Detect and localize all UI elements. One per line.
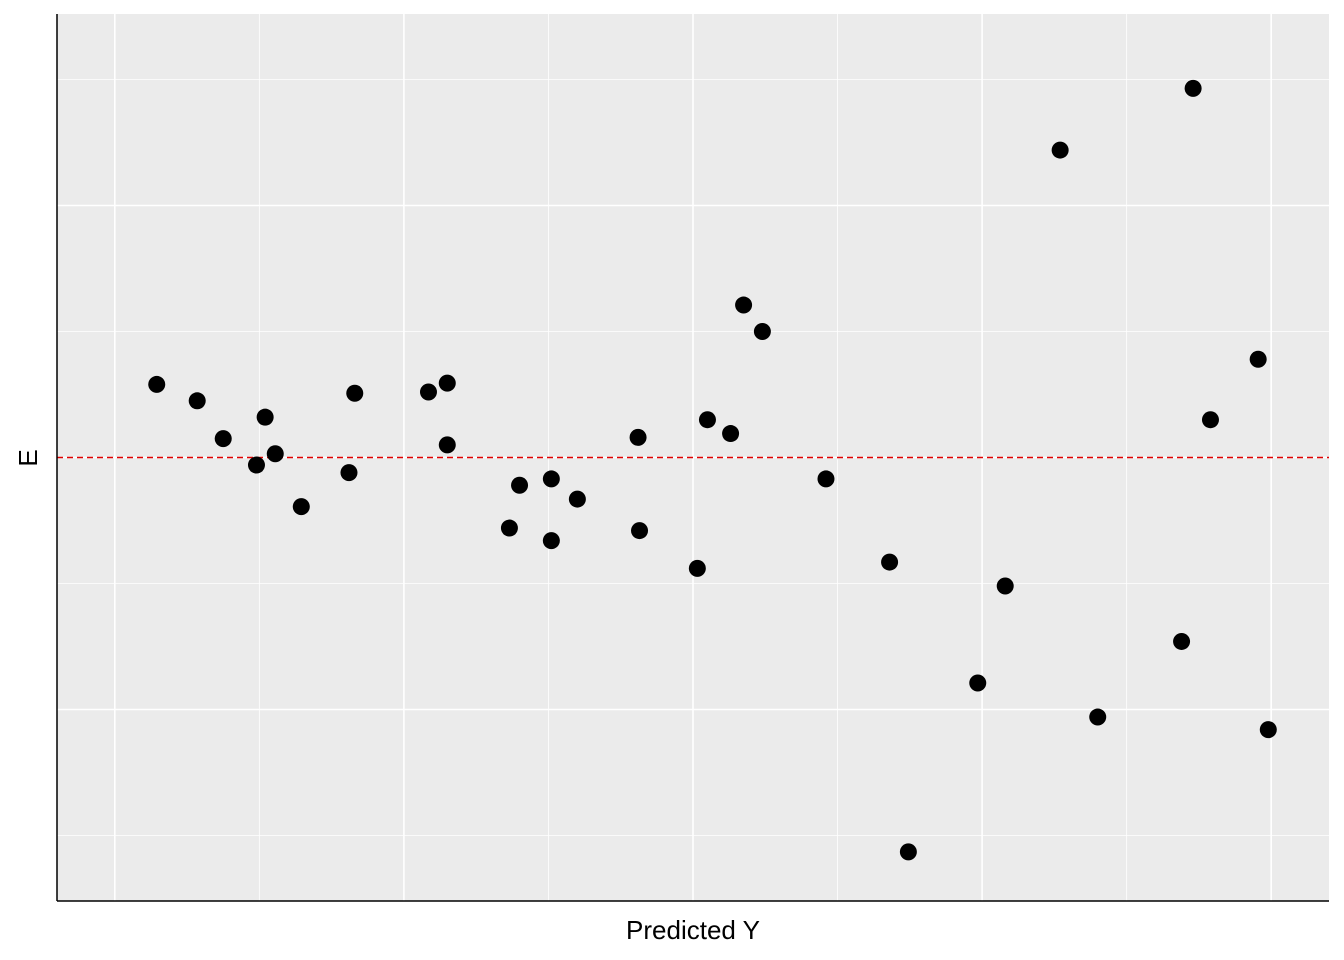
- data-point: [419, 383, 437, 401]
- data-point: [266, 445, 284, 463]
- points-layer: [148, 79, 1277, 861]
- data-point: [1249, 350, 1267, 368]
- data-point: [698, 411, 716, 429]
- data-point: [629, 428, 647, 446]
- data-point: [735, 296, 753, 314]
- data-point: [996, 577, 1014, 595]
- data-point: [1184, 79, 1202, 97]
- grid-lines: [57, 14, 1329, 901]
- data-point: [1089, 708, 1107, 726]
- data-point: [438, 374, 456, 392]
- data-point: [753, 323, 771, 341]
- data-point: [256, 408, 274, 426]
- data-point: [438, 436, 456, 454]
- data-point: [346, 384, 364, 402]
- data-point: [188, 392, 206, 410]
- data-point: [899, 843, 917, 861]
- data-point: [511, 476, 529, 494]
- data-point: [214, 430, 232, 448]
- data-point: [1259, 721, 1277, 739]
- data-point: [542, 470, 560, 488]
- data-point: [500, 519, 518, 537]
- data-point: [817, 470, 835, 488]
- data-point: [340, 464, 358, 482]
- data-point: [1051, 141, 1069, 159]
- data-point: [247, 456, 265, 474]
- data-point: [631, 522, 649, 540]
- data-point: [722, 425, 740, 443]
- x-axis-label: Predicted Y: [626, 915, 760, 945]
- y-axis-label: E: [13, 449, 43, 466]
- data-point: [688, 559, 706, 577]
- data-point: [969, 674, 987, 692]
- data-point: [1173, 632, 1191, 650]
- data-point: [881, 553, 899, 571]
- data-point: [568, 490, 586, 508]
- data-point: [148, 375, 166, 393]
- data-point: [292, 498, 310, 516]
- data-point: [1201, 411, 1219, 429]
- data-point: [542, 532, 560, 550]
